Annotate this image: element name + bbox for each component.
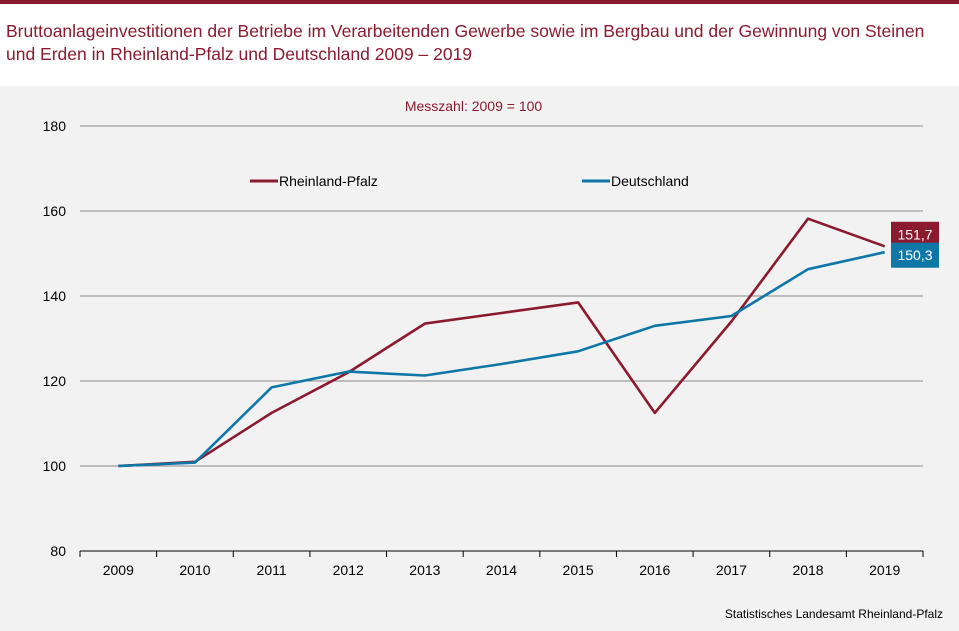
x-tick-label: 2018 — [792, 562, 823, 578]
x-tick-label: 2010 — [179, 562, 210, 578]
x-tick-label: 2011 — [257, 562, 287, 578]
x-tick-label: 2017 — [716, 562, 747, 578]
end-value-label: 151,7 — [897, 226, 932, 242]
end-label-box-1 — [891, 242, 939, 268]
y-tick-label: 100 — [43, 458, 67, 474]
x-tick-label: 2015 — [563, 562, 594, 578]
x-tick-label: 2013 — [409, 562, 440, 578]
y-tick-label: 160 — [43, 203, 67, 219]
chart-subtitle: Messzahl: 2009 = 100 — [405, 98, 543, 114]
end-value-label: 150,3 — [897, 247, 932, 263]
y-tick-label: 180 — [43, 118, 67, 134]
y-tick-label: 140 — [43, 288, 67, 304]
x-tick-label: 2012 — [333, 562, 364, 578]
x-tick-label: 2019 — [869, 562, 900, 578]
y-tick-label: 120 — [43, 373, 67, 389]
chart-panel — [0, 86, 959, 631]
chart-title: Bruttoanlageinvestitionen der Betriebe i… — [6, 21, 925, 64]
x-tick-label: 2016 — [639, 562, 670, 578]
y-tick-label: 80 — [50, 543, 66, 559]
end-label-box-0 — [891, 221, 939, 247]
series-line-0 — [118, 217, 886, 468]
source-note: Statistisches Landesamt Rheinland-Pfalz — [724, 607, 943, 621]
legend-label: Deutschland — [611, 173, 689, 189]
legend-label: Rheinland-Pfalz — [279, 173, 378, 189]
x-tick-label: 2014 — [486, 562, 517, 578]
x-tick-label: 2009 — [103, 562, 134, 578]
series-line-1 — [118, 250, 885, 468]
top-rule — [0, 0, 959, 4]
